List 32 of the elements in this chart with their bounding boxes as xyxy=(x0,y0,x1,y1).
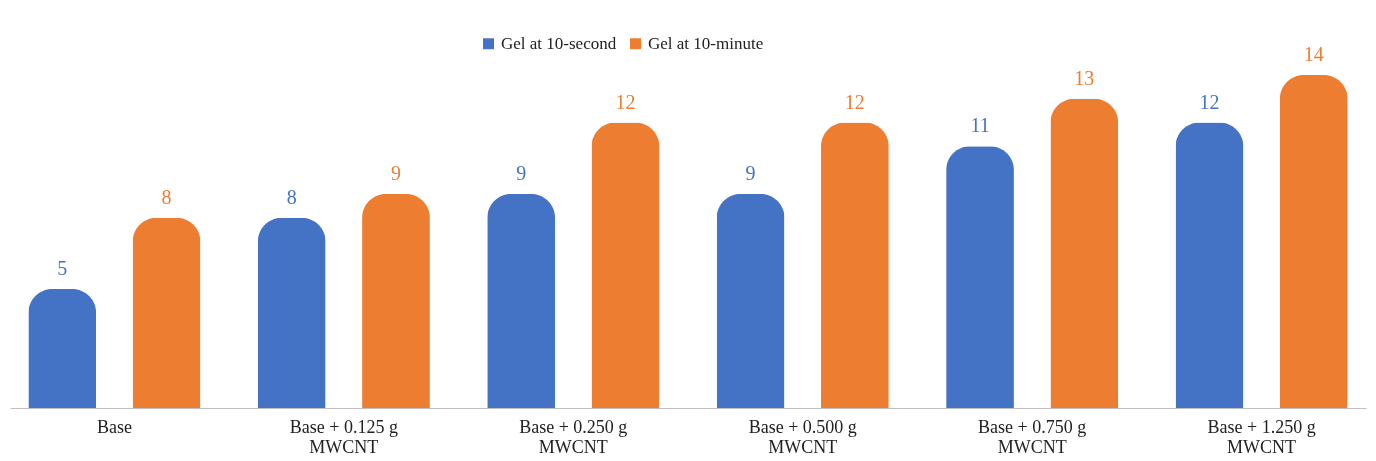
bar xyxy=(28,289,97,408)
data-label: 13 xyxy=(1074,66,1095,89)
bar xyxy=(362,193,430,408)
data-label: 14 xyxy=(1303,43,1324,65)
data-label: 9 xyxy=(390,161,401,184)
bar xyxy=(257,217,326,408)
data-label: 8 xyxy=(286,185,297,208)
data-label: 12 xyxy=(1199,90,1220,113)
data-label: 9 xyxy=(745,161,756,184)
bar xyxy=(591,122,660,408)
bar xyxy=(487,193,556,408)
x-tick-label: Base + 0.125 g MWCNT xyxy=(289,416,398,457)
x-tick-label: Base + 1.250 g MWCNT xyxy=(1207,416,1316,457)
bar xyxy=(946,146,1014,408)
data-label: 5 xyxy=(57,257,68,280)
bar xyxy=(1175,122,1244,408)
data-label: 12 xyxy=(615,90,636,113)
legend-label: Gel at 10-minute xyxy=(648,33,764,53)
legend-label: Gel at 10-second xyxy=(501,33,617,53)
x-tick-label: Base + 0.500 g MWCNT xyxy=(748,416,857,457)
bar xyxy=(1279,75,1348,408)
bar xyxy=(1050,98,1119,408)
x-tick-label: Base + 0.750 g MWCNT xyxy=(978,416,1087,457)
bar xyxy=(132,217,201,408)
bar xyxy=(716,193,785,408)
x-tick-label: Base xyxy=(96,416,132,437)
bar xyxy=(820,122,889,408)
data-label: 9 xyxy=(516,161,527,184)
data-label: 8 xyxy=(161,185,172,208)
data-label: 12 xyxy=(844,90,865,113)
x-tick-label: Base + 0.250 g MWCNT xyxy=(519,416,628,457)
data-label: 11 xyxy=(970,114,990,137)
